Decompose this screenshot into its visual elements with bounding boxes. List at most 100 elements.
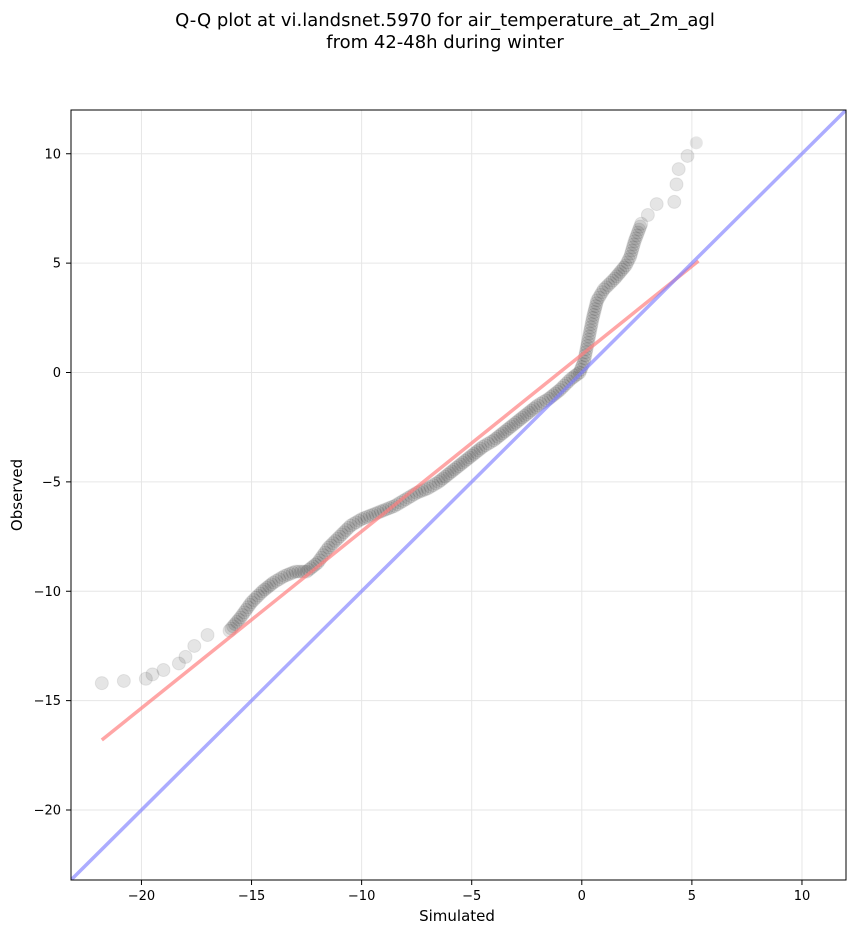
quantile-point <box>590 293 605 308</box>
quantile-point <box>473 441 488 456</box>
quantile-point <box>495 426 510 441</box>
quantile-point <box>349 515 364 530</box>
grid <box>71 110 846 880</box>
quantile-point <box>478 438 493 453</box>
quantile-point <box>145 667 160 682</box>
quantile-point <box>248 590 263 605</box>
quantile-point <box>274 570 289 585</box>
quantile-point <box>530 398 545 413</box>
quantile-point <box>632 222 647 237</box>
y-tick-label: 5 <box>53 257 61 272</box>
quantile-point <box>583 320 598 335</box>
quantile-point <box>469 445 484 460</box>
quantile-point <box>280 567 295 582</box>
quantile-point <box>506 417 521 432</box>
quantile-point <box>357 510 372 525</box>
x-tick-label: 10 <box>794 889 811 904</box>
quantile-point <box>328 533 343 548</box>
quantile-point <box>497 424 512 439</box>
quantile-point <box>634 216 649 231</box>
quantile-point <box>582 326 597 341</box>
quantile-point <box>291 564 306 579</box>
quantile-point <box>426 478 441 493</box>
quantile-point <box>360 509 375 524</box>
quantile-point <box>417 482 432 497</box>
quantile-point <box>486 433 501 448</box>
quantile-point <box>517 408 532 423</box>
quantile-point <box>526 401 541 416</box>
quantile-point <box>171 656 186 671</box>
quantile-point <box>621 252 636 267</box>
quantile-point <box>272 572 287 587</box>
quantile-point <box>591 290 606 305</box>
quantile-point <box>438 469 453 484</box>
chart-title-line-1: Q-Q plot at vi.landsnet.5970 for air_tem… <box>175 10 715 31</box>
quantile-point <box>493 428 508 443</box>
quantile-point <box>587 304 602 319</box>
y-tick-label: −20 <box>34 804 61 819</box>
quantile-point <box>611 267 626 282</box>
quantile-point <box>613 264 628 279</box>
quantile-point <box>528 400 543 415</box>
quantile-point <box>533 396 548 411</box>
quantile-point <box>138 671 153 686</box>
quantile-point <box>596 282 611 297</box>
quantile-point <box>116 673 131 688</box>
quantile-point <box>630 225 645 240</box>
quantile-point <box>277 568 292 583</box>
quantile-point <box>94 676 109 691</box>
plot-area-frame <box>70 109 847 881</box>
quantile-point <box>447 462 462 477</box>
quantile-point <box>285 565 300 580</box>
quantile-point <box>235 607 250 622</box>
quantile-point <box>588 299 603 314</box>
quantile-point <box>633 219 648 234</box>
quantile-point <box>595 285 610 300</box>
quantile-point <box>689 136 703 150</box>
quantile-point <box>269 573 284 588</box>
y-tick-label: 10 <box>44 147 61 162</box>
quantile-point <box>573 362 588 377</box>
quantile-point <box>466 446 481 461</box>
quantile-point <box>585 313 600 328</box>
quantile-point <box>246 593 261 607</box>
quantile-point <box>508 415 523 430</box>
quantile-point <box>581 332 596 347</box>
quantile-point <box>513 412 528 427</box>
quantile-point <box>266 575 281 590</box>
y-axis-ticks: −20 −15 −10 −5 0 5 10 <box>34 147 71 819</box>
quantile-point <box>570 367 585 382</box>
quantile-point <box>483 434 498 449</box>
quantile-point <box>362 508 377 523</box>
x-tick-label: −15 <box>238 889 265 904</box>
quantile-point <box>504 419 519 434</box>
fit-line <box>100 259 700 742</box>
quantile-point <box>583 323 598 338</box>
quantile-points <box>94 136 703 691</box>
quantile-point <box>428 476 443 491</box>
quantile-point <box>499 422 514 437</box>
quantile-point <box>626 237 641 252</box>
chart-title-line-2: from 42-48h during winter <box>326 32 564 53</box>
quantile-point <box>444 464 459 479</box>
quantile-point <box>242 597 257 612</box>
quantile-point <box>330 531 345 546</box>
quantile-point <box>343 518 358 533</box>
quantile-point <box>609 269 624 284</box>
quantile-point <box>471 443 486 458</box>
quantile-point <box>251 588 266 603</box>
quantile-point <box>669 177 684 192</box>
quantile-point <box>464 448 479 463</box>
x-tick-label: −5 <box>462 889 481 904</box>
quantile-point <box>601 278 616 292</box>
quantile-point <box>620 255 635 270</box>
y-tick-label: −5 <box>42 475 61 490</box>
quantile-point <box>334 527 349 542</box>
quantile-point <box>431 474 446 489</box>
quantile-point <box>228 617 243 632</box>
quantile-point <box>339 523 354 537</box>
x-tick-label: −10 <box>348 889 375 904</box>
quantile-point <box>488 431 503 446</box>
quantile-point <box>519 407 534 422</box>
quantile-point <box>244 595 259 610</box>
